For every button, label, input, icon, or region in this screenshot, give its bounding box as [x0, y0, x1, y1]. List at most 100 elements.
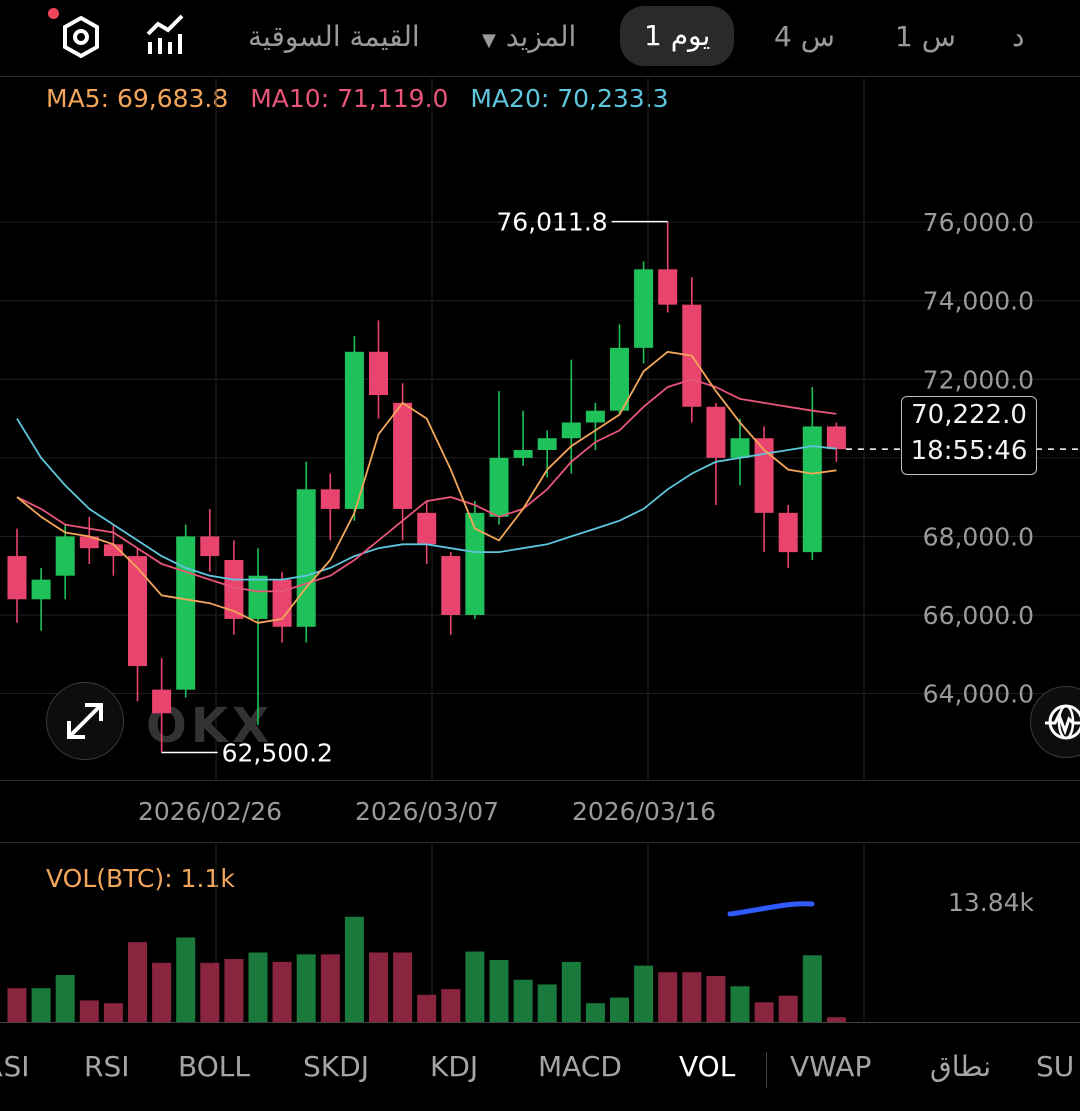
volume-bar: [682, 972, 702, 1022]
date-tick-label: 2026/03/16: [572, 797, 716, 826]
candle-body: [465, 512, 485, 615]
candle-body: [55, 536, 75, 576]
timeframe-bar: القيمة السوقية ▼ المزيد 1 يوم 4 س 1 س د: [0, 0, 1080, 76]
divider: [0, 1022, 1080, 1023]
volume-bar: [7, 988, 27, 1022]
ma20-label: MA20: 70,233.3: [470, 84, 669, 113]
indicator-separator: [766, 1052, 767, 1088]
volume-bar: [537, 984, 557, 1022]
volume-bar: [610, 997, 629, 1022]
volume-bar: [634, 965, 654, 1022]
candle-body: [585, 410, 605, 423]
current-price: 70,222.0: [911, 400, 1027, 430]
volume-bar: [55, 975, 75, 1022]
tab-more[interactable]: ▼ المزيد: [482, 14, 576, 60]
volume-title: VOL(BTC): 1.1k: [46, 864, 235, 893]
volume-bar: [344, 916, 364, 1022]
volume-bar: [778, 995, 798, 1022]
divider: [0, 780, 1080, 781]
divider: [0, 76, 1080, 77]
candle-body: [176, 536, 196, 690]
indicator-boll[interactable]: BOLL: [178, 1050, 250, 1083]
indicator-vwap[interactable]: VWAP: [790, 1050, 872, 1083]
candle-body: [128, 556, 147, 667]
volume-bar: [706, 975, 726, 1022]
volume-bar: [272, 961, 292, 1022]
candle-body: [561, 422, 581, 439]
volume-bar: [152, 962, 172, 1022]
current-price-box: 70,222.0 18:55:46: [901, 396, 1037, 475]
date-axis: 2026/02/26 2026/03/07 2026/03/16: [138, 797, 716, 826]
volume-bar: [658, 972, 678, 1022]
price-tick-label: 74,000.0: [923, 287, 1034, 316]
price-tick-label: 64,000.0: [923, 680, 1034, 709]
volume-bar: [369, 952, 388, 1022]
candle-body: [610, 347, 629, 411]
candle-body: [7, 556, 27, 600]
indicator-range[interactable]: نطاق: [930, 1050, 992, 1083]
volume-bar: [441, 989, 461, 1022]
blue-scribble-mark: [727, 901, 815, 917]
indicator-vol[interactable]: VOL: [679, 1050, 736, 1083]
fullscreen-button[interactable]: [46, 682, 124, 760]
candle-body: [826, 426, 846, 450]
indicator-rsi-cut[interactable]: RSI: [0, 1050, 30, 1083]
volume-bar: [826, 1017, 846, 1022]
indicator-skdj[interactable]: SKDJ: [303, 1050, 369, 1083]
divider: [0, 842, 1080, 843]
candle-body: [369, 351, 388, 395]
tab-market-cap[interactable]: القيمة السوقية: [248, 20, 420, 53]
volume-bar: [585, 1003, 605, 1022]
indicator-rsi[interactable]: RSI: [84, 1050, 130, 1083]
candle-body: [441, 556, 461, 615]
date-tick-label: 2026/02/26: [138, 797, 282, 826]
indicator-chart-icon[interactable]: [144, 12, 188, 56]
candlestick-chart[interactable]: OKX 76,000.074,000.072,000.068,000.066,0…: [0, 0, 1080, 840]
ma5-label: MA5: 69,683.8: [46, 84, 229, 113]
ma10-label: MA10: 71,119.0: [250, 84, 449, 113]
candle-body: [248, 575, 268, 619]
volume-bar: [31, 988, 51, 1022]
candle-body: [754, 438, 774, 513]
candle-body: [634, 269, 654, 348]
tab-1d[interactable]: 1 يوم: [620, 6, 735, 66]
volume-bar: [320, 954, 340, 1022]
volume-bar: [393, 952, 413, 1022]
tab-4h[interactable]: 4 س: [774, 20, 835, 53]
price-tick-label: 68,000.0: [923, 522, 1034, 551]
volume-bar: [561, 961, 581, 1022]
candle-body: [706, 406, 726, 458]
indicator-macd[interactable]: MACD: [538, 1050, 622, 1083]
indicator-su[interactable]: SU: [1036, 1050, 1075, 1083]
candle-body: [79, 536, 99, 549]
volume-bar: [79, 1000, 99, 1022]
high-price-label: 76,011.8: [496, 208, 607, 237]
tab-more-label: المزيد: [505, 20, 577, 53]
globe-pulse-icon: [1045, 704, 1080, 740]
candle-body: [320, 489, 340, 509]
network-button[interactable]: [1030, 686, 1080, 758]
low-price-label: 62,500.2: [222, 739, 333, 768]
tab-minute[interactable]: د: [1012, 20, 1025, 53]
volume-bar: [730, 986, 750, 1022]
volume-max-label: 13.84k: [947, 888, 1034, 917]
date-tick-label: 2026/03/07: [355, 797, 499, 826]
volume-bar: [224, 959, 244, 1022]
candle-body: [31, 579, 51, 600]
candle-body: [103, 544, 123, 557]
volume-bar: [296, 954, 316, 1022]
volume-bar: [128, 942, 147, 1022]
candle-countdown: 18:55:46: [910, 436, 1028, 466]
hexagon-settings-icon[interactable]: [58, 14, 104, 60]
tab-1h[interactable]: 1 س: [895, 20, 956, 53]
price-tick-label: 76,000.0: [923, 208, 1034, 237]
ma5-line: [16, 350, 837, 624]
candle-body: [224, 560, 244, 619]
candle-body: [658, 269, 678, 305]
ma20-line: [16, 418, 837, 581]
ma-legend: MA5: 69,683.8 MA10: 71,119.0 MA20: 70,23…: [46, 84, 683, 113]
candle-body: [200, 536, 220, 557]
indicator-kdj[interactable]: KDJ: [430, 1050, 479, 1083]
volume-bar: [176, 937, 196, 1022]
volume-bar: [417, 994, 437, 1022]
